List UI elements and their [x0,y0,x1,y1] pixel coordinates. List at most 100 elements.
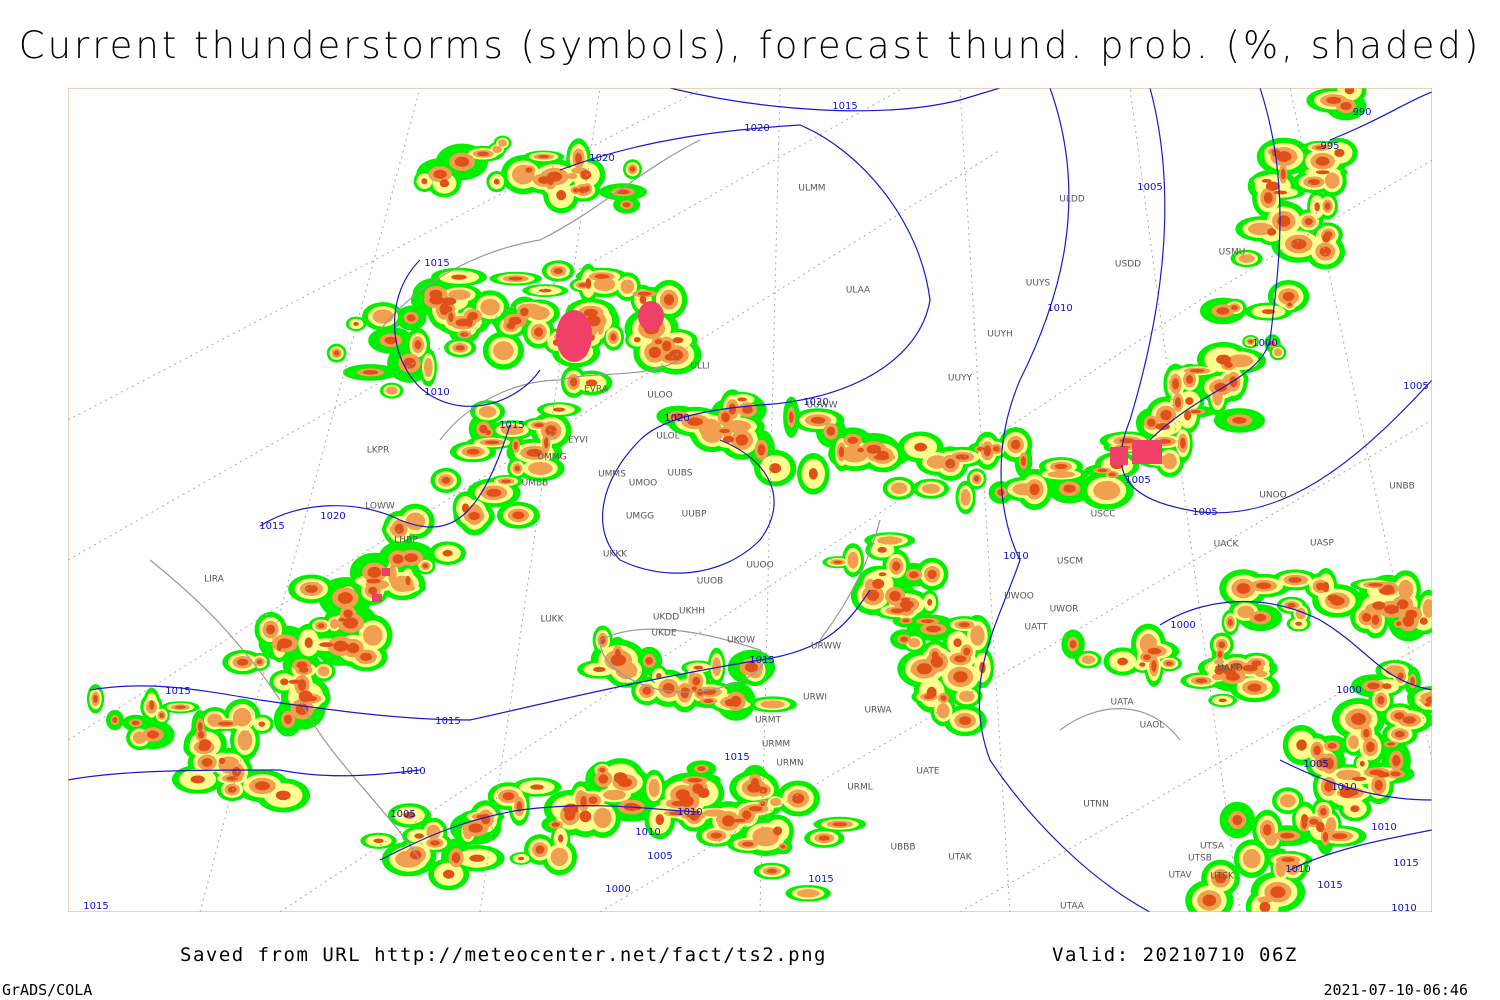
shade-cell [409,850,422,860]
shade-cell [508,276,523,281]
isobar [89,589,871,721]
labels: 1015 1020 1020 990 995 1005 1015 1010 1000 1010 10… [83,101,1428,914]
shade-cell [226,776,238,781]
shade-cell [1215,873,1226,884]
shade-cell [1301,820,1307,829]
shade-cell [280,678,289,686]
storm-symbol [1132,440,1162,464]
shade-cell [1284,858,1301,875]
shade-cell [218,721,234,726]
shade-cell [1270,886,1286,898]
shade-cell [1242,849,1261,869]
shade-cell [1236,583,1251,594]
shade-cell [766,868,778,874]
shade-cell [902,618,910,623]
shade-cell [1160,409,1172,421]
shade-cell [1218,698,1227,703]
station-label: EYVI [568,436,588,446]
shade-cell [742,405,753,414]
shade-cell [792,793,805,804]
shade-cell [1344,88,1355,95]
isobar [259,424,511,528]
shade-cell [664,353,678,361]
shade-cell [742,810,752,820]
shade-cell [780,844,786,849]
shade-cell [493,341,514,361]
shade-cell [692,676,701,686]
coastline [149,139,1181,861]
shade-cell [552,407,566,412]
station-label: UNBB [1389,482,1415,492]
station-label: UUYH [987,330,1012,340]
shade-cell [468,823,483,833]
shade-cell [403,812,416,819]
shade-cell [1276,151,1292,162]
shade-cell [338,617,346,622]
shade-cell [1313,745,1321,756]
shade-cell [1422,599,1432,618]
shade-cell [878,572,887,577]
isobar-label: 1000 [1336,685,1361,696]
shade-cell [149,700,155,710]
shade-cell [1324,781,1333,792]
shade-cell [1216,354,1231,365]
shade-cell [712,657,721,677]
isobar-label: 1015 [724,752,749,763]
shade-cell [385,386,398,395]
shade-cell [1180,437,1186,449]
shade-cell [513,441,519,450]
shade-cell [538,288,552,293]
shade-cell [580,795,587,808]
shade-cell [362,370,379,375]
shade-cell [1254,613,1267,622]
shade-cell [433,169,447,179]
shade-cell [789,411,794,424]
shade-cell [748,806,763,812]
shade-cell [662,340,672,352]
shade-cell [276,642,282,651]
shade-cell [1093,480,1121,501]
shade-cell [198,731,205,739]
isobar-label: 1010 [635,827,660,838]
station-label: UTAK [948,853,973,863]
shade-cell [1387,742,1395,746]
shade-cell [669,811,683,816]
isobar-label: 1000 [1252,338,1277,349]
station-label: UWOR [1050,605,1079,615]
shade-cell [1334,148,1345,158]
shade-cell [1402,716,1416,724]
shade-cell [1280,832,1295,839]
shade-cell [1372,601,1386,610]
isobar-label: 1000 [605,884,630,895]
shade-cell [1217,650,1223,658]
shade-cell [468,511,480,521]
shade-cell [723,420,751,433]
shade-cell [1366,741,1375,753]
shade-cell [1010,439,1021,450]
station-label: EVRA [584,385,609,395]
shade-cell [594,274,610,279]
shade-cell [405,512,425,531]
station-label: UTAV [1168,871,1192,881]
station-label: URMN [776,759,803,769]
shade-cell [737,397,747,402]
shade-cell [1318,757,1330,768]
shade-cell [598,774,609,784]
shade-cell [258,721,266,727]
station-label: UTAA [1060,902,1085,912]
shade-cell [838,446,845,458]
isobar-label: 995 [1320,141,1339,152]
timestamp: 2021-07-10-06:46 [1324,981,1469,999]
station-label: UUOO [746,561,773,571]
shade-cell [448,289,471,300]
shade-cell [372,309,394,324]
shade-cell [1238,254,1255,263]
shade-cell [1237,605,1255,619]
isobar [1120,88,1432,514]
shade-cell [236,658,249,666]
isobar-label: 1015 [832,101,857,112]
isobar-label: 1015 [1393,858,1418,869]
shade-cell [997,489,1005,496]
shade-cell [773,826,783,836]
isobar-label: 1010 [1003,551,1028,562]
